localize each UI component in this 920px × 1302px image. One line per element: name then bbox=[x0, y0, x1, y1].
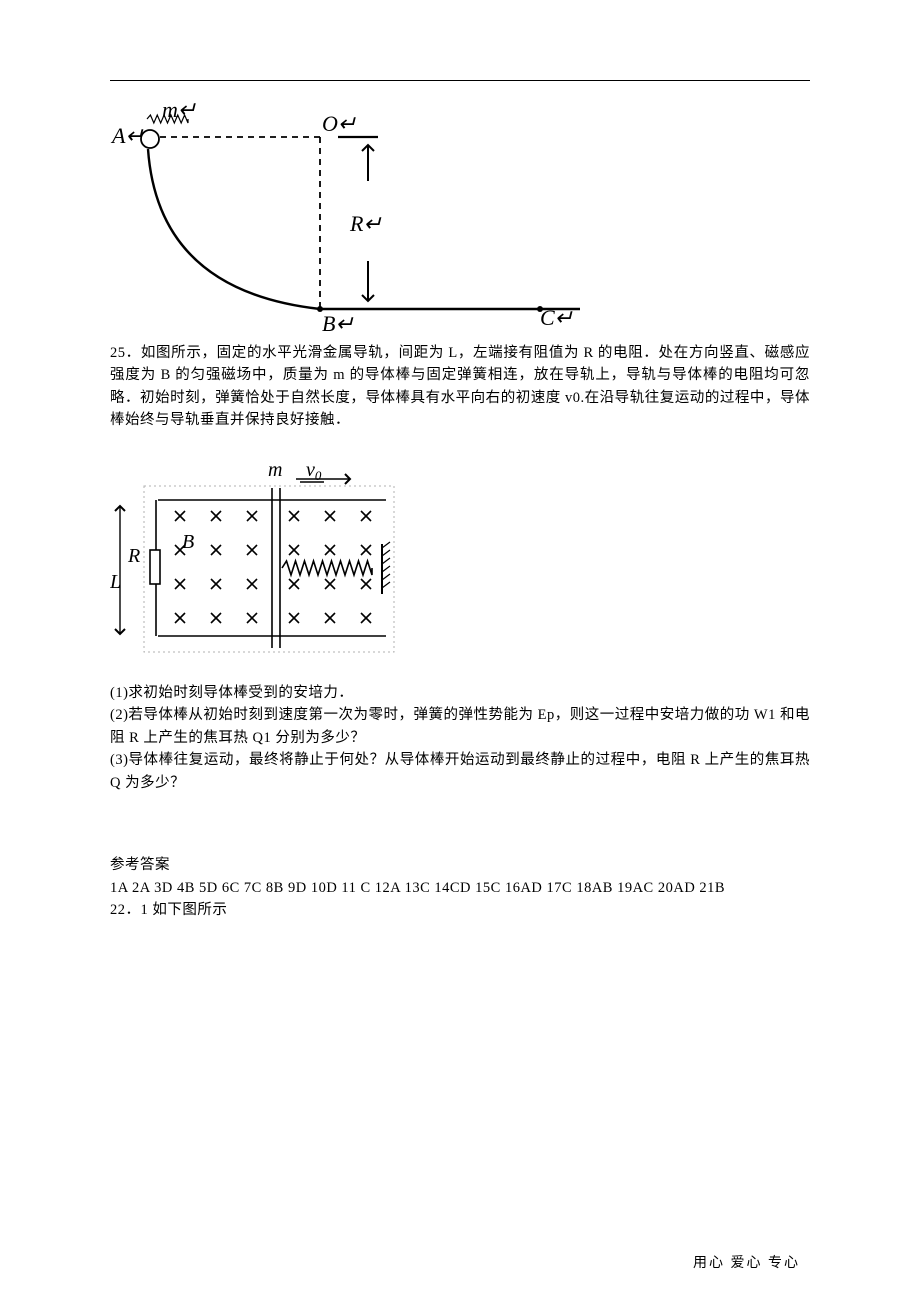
q25-body: 如图所示，固定的水平光滑金属导轨，间距为 L，左端接有阻值为 R 的电阻．处在方… bbox=[110, 345, 810, 428]
svg-text:R: R bbox=[127, 545, 140, 567]
svg-text:A↵: A↵ bbox=[110, 123, 144, 148]
answers-line2: 22．1 如下图所示 bbox=[110, 899, 810, 921]
svg-text:O↵: O↵ bbox=[322, 111, 356, 136]
svg-text:m: m bbox=[268, 459, 282, 481]
figure-track-diagram: m↵ A↵ O↵ R↵ B↵ C↵ bbox=[110, 101, 580, 336]
page-footer: 用心 爱心 专心 bbox=[693, 1252, 800, 1272]
sub-question-1: (1)求初始时刻导体棒受到的安培力． bbox=[110, 682, 810, 704]
top-divider bbox=[110, 80, 810, 81]
figure-rail-diagram: m v0 RL B bbox=[110, 458, 400, 658]
q25-prefix: 25． bbox=[110, 345, 141, 361]
answers-title: 参考答案 bbox=[110, 854, 810, 876]
sub-question-2: (2)若导体棒从初始时刻到速度第一次为零时，弹簧的弹性势能为 Ep，则这一过程中… bbox=[110, 704, 810, 749]
question-25-text: 25．如图所示，固定的水平光滑金属导轨，间距为 L，左端接有阻值为 R 的电阻．… bbox=[110, 342, 810, 432]
sub-question-3: (3)导体棒往复运动，最终将静止于何处？从导体棒开始运动到最终静止的过程中，电阻… bbox=[110, 749, 810, 794]
svg-text:C↵: C↵ bbox=[540, 305, 573, 330]
svg-text:B↵: B↵ bbox=[322, 311, 354, 336]
answers-line1: 1A 2A 3D 4B 5D 6C 7C 8B 9D 10D 11 C 12A … bbox=[110, 877, 810, 899]
svg-text:v0: v0 bbox=[306, 459, 322, 483]
svg-text:B: B bbox=[182, 531, 194, 553]
svg-text:R↵: R↵ bbox=[349, 211, 382, 236]
svg-text:m↵: m↵ bbox=[162, 101, 196, 122]
svg-text:L: L bbox=[110, 571, 121, 593]
